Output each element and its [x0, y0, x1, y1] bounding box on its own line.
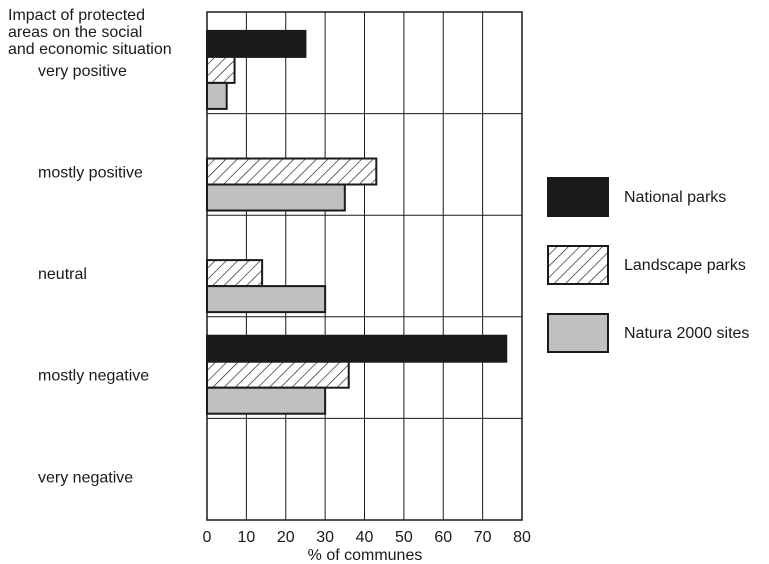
legend: National parks Landscape parks Natura 2000… — [547, 177, 749, 353]
category-label-2: neutral — [38, 266, 87, 283]
category-label-1: mostly positive — [38, 165, 143, 182]
bar-0-0 — [206, 29, 307, 58]
legend-swatch-2 — [547, 313, 609, 353]
grid — [207, 12, 522, 520]
legend-label-2: Natura 2000 sites — [624, 325, 749, 342]
legend-swatch-1 — [547, 245, 609, 285]
x-axis-title: % of communes — [308, 547, 423, 564]
bars — [206, 29, 508, 415]
chart-title-line-1: Impact of protected — [8, 7, 145, 24]
x-tick-label-60: 60 — [434, 529, 452, 546]
x-tick-labels: 0 10 20 30 40 50 60 70 80 — [203, 529, 531, 546]
x-tick-label-70: 70 — [474, 529, 492, 546]
x-tick-label-20: 20 — [277, 529, 295, 546]
bar-2-1 — [206, 183, 346, 212]
legend-swatch-0 — [547, 177, 609, 217]
category-label-4: very negative — [38, 469, 133, 486]
bar-1-3 — [206, 360, 350, 389]
category-labels: very positive mostly positive neutral mostl… — [38, 63, 149, 486]
bar-2-3 — [206, 386, 327, 415]
bar-2-2 — [206, 285, 327, 314]
legend-label-0: National parks — [624, 189, 726, 206]
x-tick-label-10: 10 — [237, 529, 255, 546]
chart-title-line-2: areas on the social — [8, 24, 142, 41]
bar-1-2 — [206, 259, 264, 288]
category-label-3: mostly negative — [38, 368, 149, 385]
x-tick-label-40: 40 — [356, 529, 374, 546]
bar-1-0 — [206, 55, 236, 84]
bar-1-1 — [206, 157, 378, 186]
plot-frame — [206, 11, 523, 521]
bar-2-0 — [206, 81, 228, 110]
chart-title-line-3: and economic situation — [8, 41, 172, 58]
x-tick-label-50: 50 — [395, 529, 413, 546]
x-tick-label-30: 30 — [316, 529, 334, 546]
bar-0-3 — [206, 334, 508, 363]
category-label-0: very positive — [38, 63, 127, 80]
legend-label-1: Landscape parks — [624, 257, 746, 274]
x-tick-label-0: 0 — [203, 529, 212, 546]
x-tick-label-80: 80 — [513, 529, 531, 546]
